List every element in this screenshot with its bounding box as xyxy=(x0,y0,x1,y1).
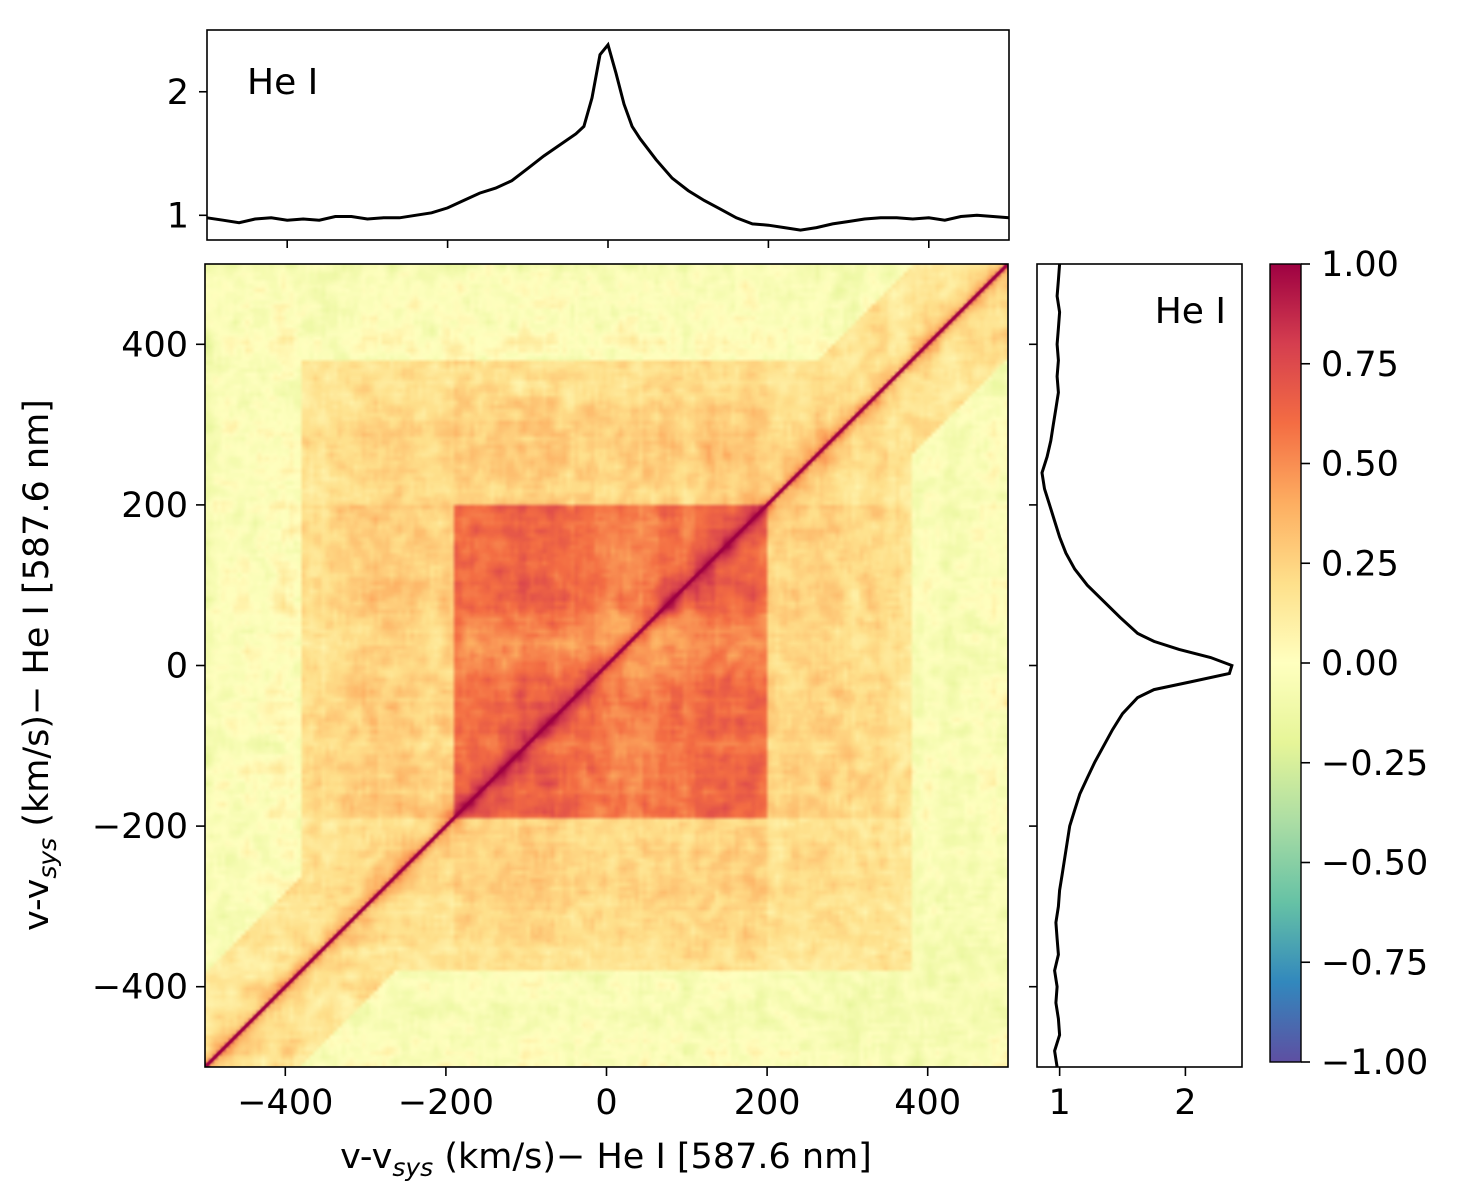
colorbar-tick-label: 0.50 xyxy=(1321,445,1399,485)
main-panel: −400 −200 0 200 400 −400 −200 0 200 400 v-vsys (k… xyxy=(17,263,1009,1182)
main-panel-frame xyxy=(204,263,1009,1068)
top-panel-frame xyxy=(206,29,1010,241)
colorbar: 1.00 0.75 0.50 0.25 0.00 −0.25 −0.50 −0.75 −1.00 xyxy=(1269,245,1428,1083)
y-tick-label: 0 xyxy=(166,647,188,687)
y-tick-label: −200 xyxy=(92,807,188,847)
y-axis-label: v-vsys (km/s)− He I [587.6 nm] xyxy=(17,399,62,931)
top-ticks: 12 xyxy=(167,73,930,248)
colorbar-tick-label: 1.00 xyxy=(1321,245,1399,285)
y-tick-label: 400 xyxy=(121,325,188,365)
colorbar-tick-label: 0.75 xyxy=(1321,345,1399,385)
x-tick-label: 200 xyxy=(734,1083,801,1123)
y-tick-label: 200 xyxy=(121,486,188,526)
colorbar-tick-label: −0.50 xyxy=(1321,844,1428,884)
colorbar-tick-label: −0.25 xyxy=(1321,744,1428,784)
x-axis-label: v-vsys (km/s)− He I [587.6 nm] xyxy=(340,1137,872,1182)
x-tick-label: 400 xyxy=(894,1083,961,1123)
right-panel-label: He I xyxy=(1155,291,1226,332)
colorbar-tick-label: 0.25 xyxy=(1321,544,1399,584)
colorbar-tick-label: 0.00 xyxy=(1321,644,1399,684)
right-x-tick-label: 1 xyxy=(1048,1083,1070,1123)
top-y-tick-label: 2 xyxy=(167,73,189,113)
top-y-tick-label: 1 xyxy=(167,196,189,236)
colorbar-gradient xyxy=(1270,264,1301,1062)
x-tick-label: 0 xyxy=(595,1083,617,1123)
right-x-tick-label: 2 xyxy=(1174,1083,1196,1123)
x-tick-label: −200 xyxy=(398,1083,494,1123)
colorbar-tick-label: −1.00 xyxy=(1321,1043,1428,1083)
x-tick-label: −400 xyxy=(237,1083,333,1123)
top-panel-label: He I xyxy=(247,62,318,103)
right-profile-line xyxy=(1040,263,1234,1068)
colorbar-tick-label: −0.75 xyxy=(1321,943,1428,983)
top-profile-line xyxy=(206,41,1010,232)
right-panel-frame xyxy=(1036,263,1243,1068)
y-tick-label: −400 xyxy=(92,968,188,1008)
top-profile-panel: 12 He I xyxy=(167,29,1010,248)
colorbar-ticks: 1.00 0.75 0.50 0.25 0.00 −0.25 −0.50 −0.75 −1.00 xyxy=(1301,245,1428,1083)
main-ticks: −400 −200 0 200 400 −400 −200 0 200 400 xyxy=(92,325,961,1123)
heatmap-image xyxy=(205,264,1008,1067)
